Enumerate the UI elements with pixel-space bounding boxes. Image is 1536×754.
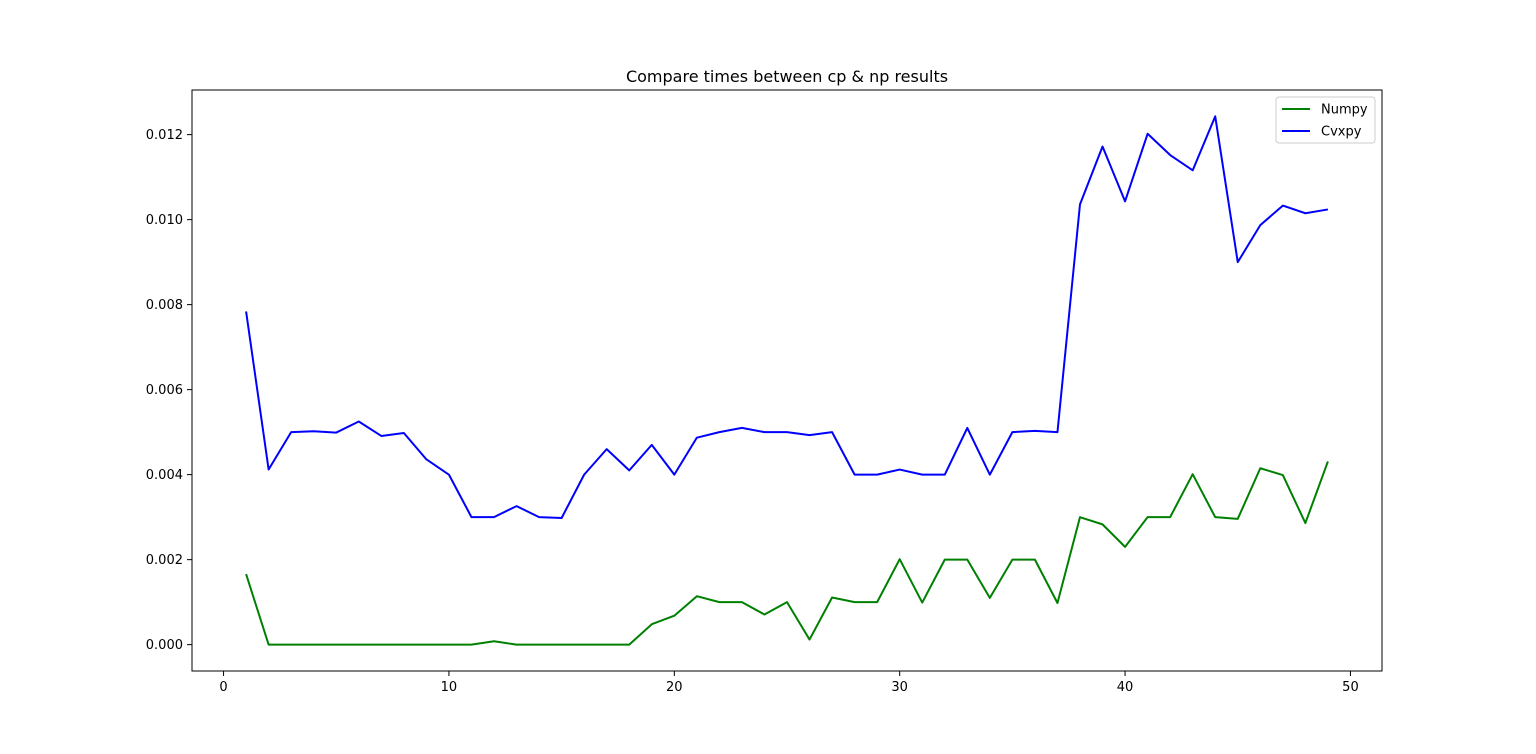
legend-label: Cvxpy [1321, 125, 1362, 140]
legend-item-numpy: Numpy [1282, 103, 1368, 118]
y-tick-label: 0.002 [146, 553, 183, 568]
y-axis: 0.000 0.002 0.004 0.006 0.008 0.010 0.012 [146, 128, 192, 653]
legend-label: Numpy [1321, 103, 1368, 118]
x-tick-label: 10 [441, 680, 458, 695]
y-tick-label: 0.004 [146, 468, 183, 483]
x-tick-label: 50 [1342, 680, 1359, 695]
plot-frame [191, 89, 1383, 672]
y-tick-label: 0.010 [146, 213, 183, 228]
x-tick-label: 0 [219, 680, 227, 695]
y-tick-label: 0.012 [146, 128, 183, 143]
y-tick-label: 0.006 [146, 383, 183, 398]
series-cvxpy [245, 115, 1329, 519]
x-tick-label: 20 [666, 680, 683, 695]
y-tick-label: 0.000 [146, 638, 183, 653]
series-line-numpy [245, 461, 1329, 646]
series-line-cvxpy [245, 115, 1329, 519]
x-axis: 0 10 20 30 40 50 [219, 671, 1359, 695]
legend: Numpy Cvxpy [1275, 96, 1376, 144]
legend-item-cvxpy: Cvxpy [1282, 125, 1362, 140]
x-tick-label: 30 [891, 680, 908, 695]
series-layer [245, 115, 1329, 646]
y-tick-label: 0.008 [146, 298, 183, 313]
chart-title: Compare times between cp & np results [626, 67, 948, 86]
series-numpy [245, 461, 1329, 646]
x-tick-label: 40 [1117, 680, 1134, 695]
